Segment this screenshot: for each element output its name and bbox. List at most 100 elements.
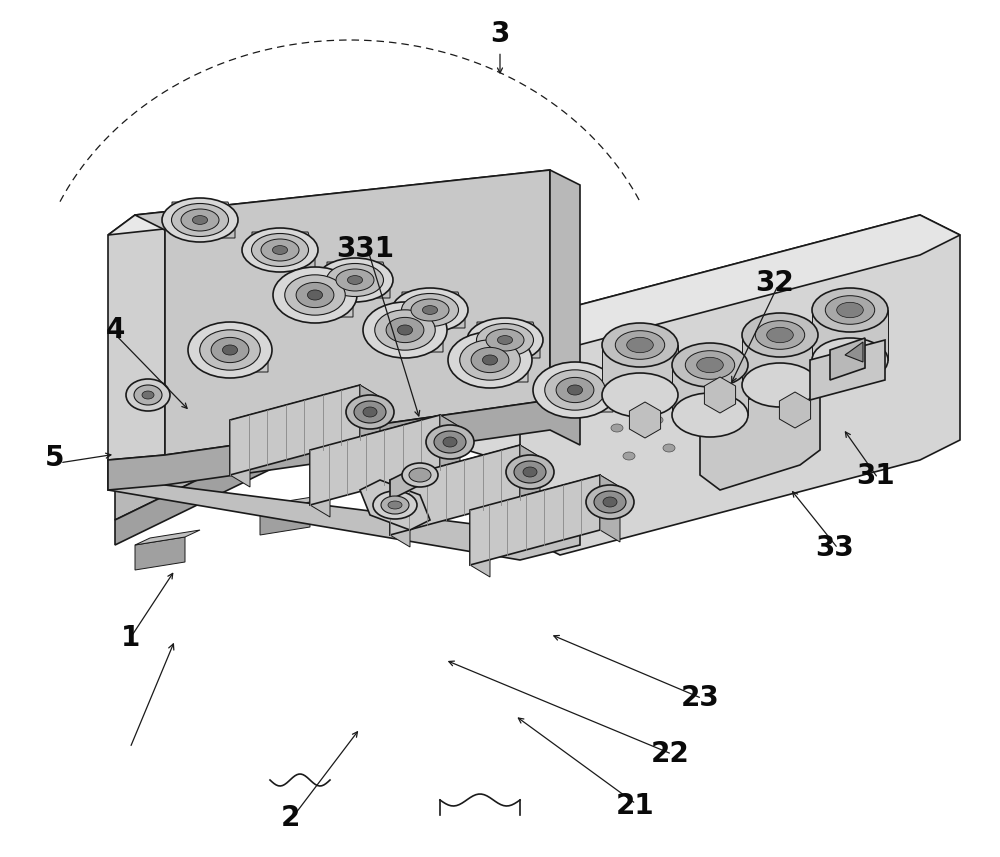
- Ellipse shape: [486, 329, 524, 351]
- Ellipse shape: [211, 338, 249, 363]
- Ellipse shape: [523, 467, 537, 477]
- Polygon shape: [115, 430, 300, 545]
- Ellipse shape: [386, 317, 424, 343]
- Ellipse shape: [422, 306, 438, 315]
- Polygon shape: [260, 502, 310, 535]
- Polygon shape: [310, 415, 460, 462]
- Polygon shape: [672, 365, 748, 415]
- Ellipse shape: [181, 209, 219, 231]
- Ellipse shape: [685, 351, 735, 380]
- Polygon shape: [172, 202, 235, 238]
- Ellipse shape: [402, 463, 438, 487]
- Polygon shape: [230, 420, 250, 487]
- Ellipse shape: [426, 425, 474, 459]
- Text: 4: 4: [105, 316, 125, 344]
- Ellipse shape: [703, 436, 715, 444]
- Text: 3: 3: [490, 21, 510, 48]
- Ellipse shape: [719, 372, 731, 380]
- Polygon shape: [390, 480, 410, 547]
- Ellipse shape: [743, 428, 755, 436]
- Text: 1: 1: [120, 625, 140, 652]
- Polygon shape: [700, 370, 765, 385]
- Polygon shape: [477, 322, 540, 358]
- Polygon shape: [260, 495, 325, 510]
- Polygon shape: [285, 275, 353, 317]
- Polygon shape: [135, 530, 200, 545]
- Text: 31: 31: [856, 462, 894, 489]
- Ellipse shape: [627, 338, 653, 353]
- Ellipse shape: [200, 330, 260, 370]
- Polygon shape: [108, 215, 165, 460]
- Polygon shape: [742, 335, 818, 385]
- Ellipse shape: [497, 336, 513, 345]
- Polygon shape: [810, 340, 885, 400]
- Polygon shape: [602, 345, 678, 395]
- Ellipse shape: [188, 322, 272, 378]
- Text: 23: 23: [681, 685, 719, 712]
- Polygon shape: [600, 475, 620, 542]
- Polygon shape: [460, 340, 528, 382]
- Ellipse shape: [326, 263, 384, 297]
- Polygon shape: [470, 475, 600, 565]
- Ellipse shape: [603, 497, 617, 507]
- Ellipse shape: [482, 355, 498, 365]
- Ellipse shape: [126, 379, 170, 411]
- Polygon shape: [360, 385, 380, 452]
- Polygon shape: [470, 475, 620, 522]
- Polygon shape: [629, 402, 661, 438]
- Polygon shape: [300, 280, 920, 430]
- Ellipse shape: [222, 345, 238, 355]
- Ellipse shape: [392, 288, 468, 332]
- Ellipse shape: [336, 269, 374, 291]
- Polygon shape: [850, 337, 900, 367]
- Ellipse shape: [771, 392, 783, 400]
- Ellipse shape: [615, 331, 665, 359]
- Ellipse shape: [602, 373, 678, 417]
- Ellipse shape: [192, 216, 208, 225]
- Ellipse shape: [317, 258, 393, 302]
- Ellipse shape: [477, 323, 534, 357]
- Polygon shape: [375, 310, 443, 352]
- Ellipse shape: [172, 203, 228, 237]
- Text: 2: 2: [280, 805, 300, 832]
- Ellipse shape: [272, 246, 288, 255]
- Polygon shape: [704, 377, 736, 413]
- Ellipse shape: [346, 395, 394, 429]
- Ellipse shape: [611, 424, 623, 432]
- Polygon shape: [327, 262, 390, 298]
- Ellipse shape: [467, 318, 543, 362]
- Polygon shape: [108, 455, 580, 560]
- Ellipse shape: [556, 377, 594, 403]
- Ellipse shape: [381, 496, 409, 514]
- Polygon shape: [470, 510, 490, 577]
- Ellipse shape: [363, 407, 377, 417]
- Ellipse shape: [242, 228, 318, 272]
- Polygon shape: [520, 445, 540, 512]
- Ellipse shape: [514, 461, 546, 483]
- Polygon shape: [252, 232, 315, 268]
- Ellipse shape: [409, 468, 431, 482]
- Ellipse shape: [663, 444, 675, 452]
- Ellipse shape: [471, 347, 509, 373]
- Polygon shape: [135, 537, 185, 570]
- Ellipse shape: [812, 338, 888, 382]
- Ellipse shape: [759, 364, 771, 372]
- Ellipse shape: [586, 485, 634, 519]
- Ellipse shape: [363, 302, 447, 358]
- Ellipse shape: [460, 340, 520, 381]
- Ellipse shape: [373, 491, 417, 519]
- Polygon shape: [115, 370, 300, 520]
- Ellipse shape: [742, 313, 818, 357]
- Ellipse shape: [307, 290, 323, 300]
- Ellipse shape: [285, 275, 345, 315]
- Ellipse shape: [397, 325, 413, 335]
- Ellipse shape: [354, 401, 386, 423]
- Polygon shape: [830, 338, 865, 380]
- Text: 33: 33: [816, 535, 854, 562]
- Text: 32: 32: [756, 269, 794, 297]
- Polygon shape: [550, 170, 580, 415]
- Ellipse shape: [731, 400, 743, 408]
- Ellipse shape: [623, 452, 635, 460]
- Polygon shape: [520, 215, 960, 555]
- Ellipse shape: [767, 327, 793, 343]
